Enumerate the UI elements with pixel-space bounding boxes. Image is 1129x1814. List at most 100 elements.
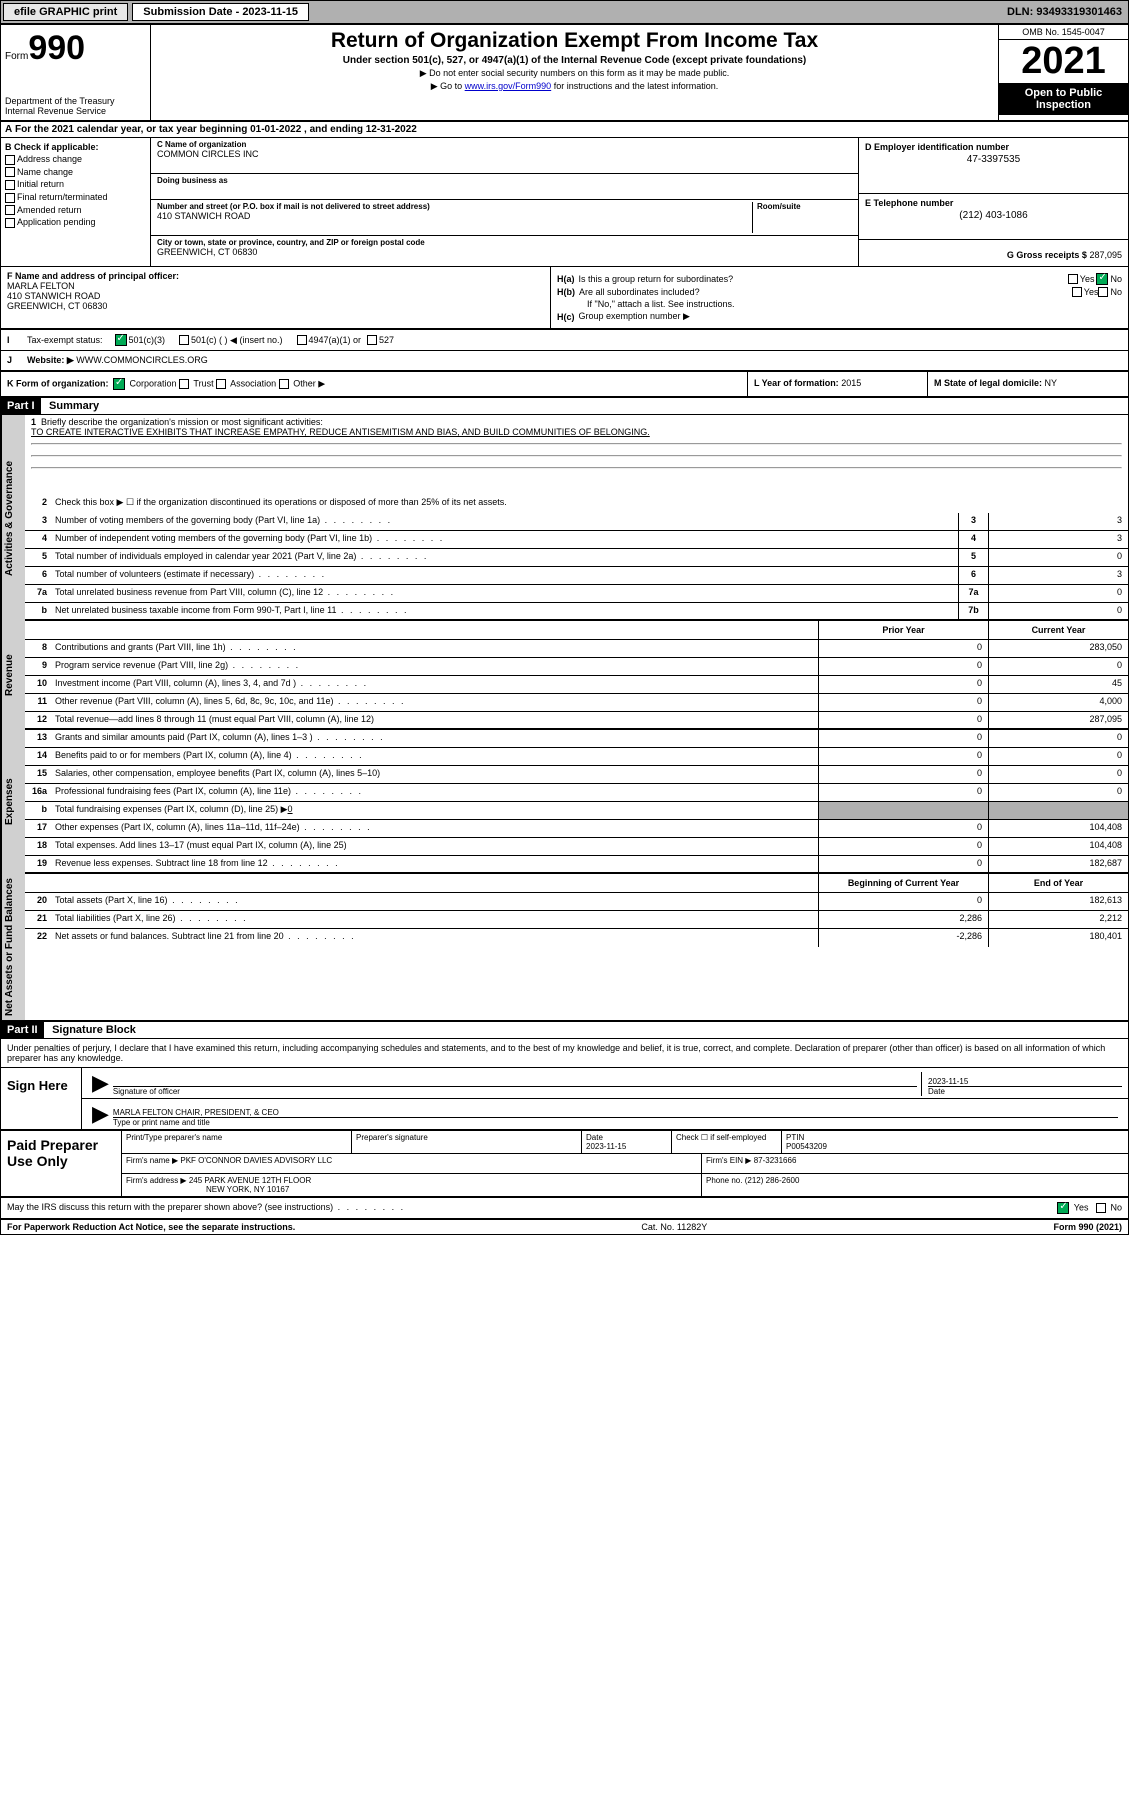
part2-title: Signature Block bbox=[46, 1022, 142, 1038]
s2-text: Check this box ▶ ☐ if the organization d… bbox=[51, 495, 1128, 513]
org-name: COMMON CIRCLES INC bbox=[157, 149, 852, 159]
s17-text: Other expenses (Part IX, column (A), lin… bbox=[51, 820, 818, 837]
s18-curr: 104,408 bbox=[988, 838, 1128, 855]
self-emp-check[interactable]: Check ☐ if self-employed bbox=[672, 1131, 782, 1153]
chk-assoc[interactable] bbox=[216, 379, 226, 389]
side-netassets: Net Assets or Fund Balances bbox=[1, 874, 25, 1020]
dept-treasury: Department of the Treasury Internal Reve… bbox=[5, 96, 146, 116]
officer-addr1: 410 STANWICH ROAD bbox=[7, 291, 544, 301]
phone-label: E Telephone number bbox=[865, 198, 1122, 208]
part2-hdr: Part II bbox=[1, 1022, 44, 1038]
discuss-no[interactable] bbox=[1096, 1203, 1106, 1213]
s16a-curr: 0 bbox=[988, 784, 1128, 801]
part1-title: Summary bbox=[43, 398, 105, 414]
website-row: J Website: ▶ WWW.COMMONCIRCLES.ORG bbox=[1, 351, 1128, 372]
s8-curr: 283,050 bbox=[988, 640, 1128, 657]
chk-address-change[interactable]: Address change bbox=[5, 154, 146, 165]
s16a-text: Professional fundraising fees (Part IX, … bbox=[51, 784, 818, 801]
s4-text: Number of independent voting members of … bbox=[51, 531, 958, 548]
irs-link[interactable]: www.irs.gov/Form990 bbox=[465, 81, 552, 91]
entity-block: B Check if applicable: Address change Na… bbox=[1, 138, 1128, 267]
firm-name: Firm's name ▶ PKF O'CONNOR DAVIES ADVISO… bbox=[122, 1154, 702, 1173]
chk-527[interactable] bbox=[367, 335, 377, 345]
s5-text: Total number of individuals employed in … bbox=[51, 549, 958, 566]
s11-curr: 4,000 bbox=[988, 694, 1128, 711]
footer-left: For Paperwork Reduction Act Notice, see … bbox=[7, 1222, 295, 1232]
prior-year-hdr: Prior Year bbox=[818, 621, 988, 639]
s17-curr: 104,408 bbox=[988, 820, 1128, 837]
sign-here-label: Sign Here bbox=[1, 1068, 81, 1129]
website-value: WWW.COMMONCIRCLES.ORG bbox=[76, 355, 208, 366]
s5-val: 0 bbox=[988, 549, 1128, 566]
k-l-m-row: K Form of organization: Corporation Trus… bbox=[1, 372, 1128, 398]
addr-label: Number and street (or P.O. box if mail i… bbox=[157, 202, 752, 211]
arrow-icon: ▶ bbox=[92, 1101, 109, 1127]
form-header: Form990 Department of the Treasury Inter… bbox=[1, 25, 1128, 122]
part1-hdr: Part I bbox=[1, 398, 41, 414]
discuss-text: May the IRS discuss this return with the… bbox=[7, 1202, 962, 1214]
chk-trust[interactable] bbox=[179, 379, 189, 389]
form-number: 990 bbox=[28, 29, 85, 67]
form-title-block: Return of Organization Exempt From Incom… bbox=[151, 25, 998, 120]
chk-other[interactable] bbox=[279, 379, 289, 389]
chk-app-pending[interactable]: Application pending bbox=[5, 217, 146, 228]
row-a-period: A For the 2021 calendar year, or tax yea… bbox=[1, 122, 1128, 138]
sig-declaration: Under penalties of perjury, I declare th… bbox=[1, 1039, 1128, 1068]
s6-val: 3 bbox=[988, 567, 1128, 584]
ha-yes[interactable] bbox=[1068, 274, 1078, 284]
s20-curr: 182,613 bbox=[988, 893, 1128, 910]
form-prefix: Form bbox=[5, 51, 28, 62]
chk-initial-return[interactable]: Initial return bbox=[5, 179, 146, 190]
ha-no[interactable] bbox=[1096, 273, 1108, 285]
part1-bar: Part I Summary bbox=[1, 398, 1128, 415]
officer-name: MARLA FELTON bbox=[7, 281, 544, 291]
sig-officer-field[interactable]: Signature of officer bbox=[113, 1072, 922, 1096]
tax-year: 2021 bbox=[999, 40, 1128, 83]
city-value: GREENWICH, CT 06830 bbox=[157, 247, 852, 257]
s12-curr: 287,095 bbox=[988, 712, 1128, 728]
s7a-text: Total unrelated business revenue from Pa… bbox=[51, 585, 958, 602]
hb-text: Are all subordinates included? bbox=[579, 287, 1072, 297]
org-name-label: C Name of organization bbox=[157, 140, 852, 149]
city-label: City or town, state or province, country… bbox=[157, 238, 852, 247]
s7b-val: 0 bbox=[988, 603, 1128, 619]
hb-note: If "No," attach a list. See instructions… bbox=[587, 299, 734, 309]
hb-no[interactable] bbox=[1098, 287, 1108, 297]
ha-text: Is this a group return for subordinates? bbox=[579, 274, 1068, 284]
chk-corp[interactable] bbox=[113, 378, 125, 390]
chk-4947[interactable] bbox=[297, 335, 307, 345]
chk-501c3[interactable] bbox=[115, 334, 127, 346]
prep-date: Date2023-11-15 bbox=[582, 1131, 672, 1153]
expenses-section: Expenses 13Grants and similar amounts pa… bbox=[1, 730, 1128, 874]
firm-phone: Phone no. (212) 286-2600 bbox=[702, 1174, 1128, 1196]
col-b-checkboxes: B Check if applicable: Address change Na… bbox=[1, 138, 151, 266]
submission-date: Submission Date - 2023-11-15 bbox=[132, 3, 309, 21]
chk-amended[interactable]: Amended return bbox=[5, 205, 146, 216]
omb-number: OMB No. 1545-0047 bbox=[999, 25, 1128, 40]
form-id: Form990 Department of the Treasury Inter… bbox=[1, 25, 151, 120]
phone-value: (212) 403-1086 bbox=[865, 210, 1122, 221]
goto-note: ▶ Go to www.irs.gov/Form990 for instruct… bbox=[157, 81, 992, 92]
topbar: efile GRAPHIC print Submission Date - 20… bbox=[1, 1, 1128, 25]
chk-final-return[interactable]: Final return/terminated bbox=[5, 192, 146, 203]
prep-sig-hdr: Preparer's signature bbox=[352, 1131, 582, 1153]
chk-name-change[interactable]: Name change bbox=[5, 167, 146, 178]
addr-value: 410 STANWICH ROAD bbox=[157, 211, 752, 221]
s19-text: Revenue less expenses. Subtract line 18 … bbox=[51, 856, 818, 872]
s21-text: Total liabilities (Part X, line 26) bbox=[51, 911, 818, 928]
s16b-text: Total fundraising expenses (Part IX, col… bbox=[51, 802, 818, 819]
mission-text: TO CREATE INTERACTIVE EXHIBITS THAT INCR… bbox=[31, 427, 1122, 437]
side-revenue: Revenue bbox=[1, 621, 25, 730]
s10-text: Investment income (Part VIII, column (A)… bbox=[51, 676, 818, 693]
hb-yes[interactable] bbox=[1072, 287, 1082, 297]
s4-val: 3 bbox=[988, 531, 1128, 548]
s14-text: Benefits paid to or for members (Part IX… bbox=[51, 748, 818, 765]
f-label: F Name and address of principal officer: bbox=[7, 271, 179, 281]
i-label: Tax-exempt status: bbox=[27, 335, 103, 345]
discuss-yes[interactable] bbox=[1057, 1202, 1069, 1214]
m-block: M State of legal domicile: NY bbox=[928, 372, 1128, 396]
ptin: PTINP00543209 bbox=[782, 1131, 1128, 1153]
efile-print-button[interactable]: efile GRAPHIC print bbox=[3, 3, 128, 21]
chk-501c[interactable] bbox=[179, 335, 189, 345]
form-title: Return of Organization Exempt From Incom… bbox=[157, 29, 992, 53]
